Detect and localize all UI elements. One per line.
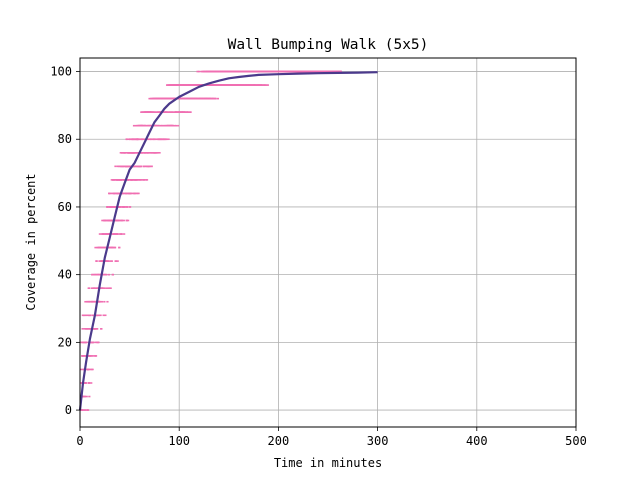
grid xyxy=(79,58,577,427)
y-tick-label: 60 xyxy=(58,200,72,214)
mean-coverage-line xyxy=(78,71,378,411)
x-tick-label: 200 xyxy=(268,434,290,448)
x-tick-label: 300 xyxy=(367,434,389,448)
chart-title: Wall Bumping Walk (5x5) xyxy=(228,37,429,53)
y-tick-label: 0 xyxy=(65,403,72,417)
y-axis-ticks: 0 20 40 60 80 100 xyxy=(50,65,80,417)
mean-line-series xyxy=(78,71,378,411)
y-tick-label: 40 xyxy=(58,268,72,282)
x-tick-label: 100 xyxy=(168,434,190,448)
y-tick-label: 80 xyxy=(58,132,72,146)
y-tick-label: 20 xyxy=(58,335,72,349)
x-tick-label: 400 xyxy=(466,434,488,448)
plot-frame xyxy=(79,57,577,428)
y-tick-label: 100 xyxy=(50,65,72,79)
x-axis-ticks: 0 100 200 300 400 500 xyxy=(76,427,587,448)
x-tick-label: 500 xyxy=(565,434,587,448)
x-tick-label: 0 xyxy=(76,434,83,448)
y-axis-label: Coverage in percent xyxy=(24,173,38,310)
x-axis-label: Time in minutes xyxy=(274,456,382,470)
